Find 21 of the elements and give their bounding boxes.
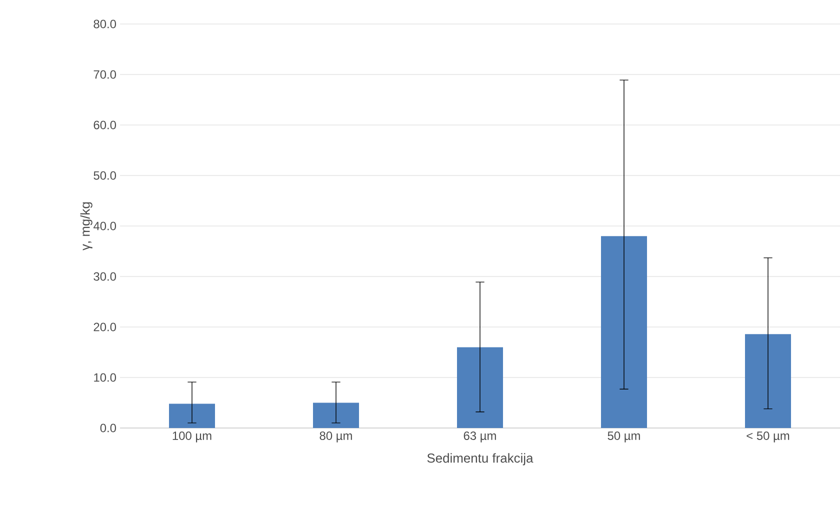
- bar: [313, 402, 360, 428]
- bar: [745, 334, 792, 428]
- bar: [169, 404, 215, 428]
- y-tick-label: 10.0: [94, 373, 116, 382]
- y-tick-label: 30.0: [94, 272, 116, 281]
- x-tick-label: 100 µm: [172, 432, 212, 442]
- y-tick-label: 40.0: [93, 222, 116, 230]
- y-tick-label: 20.0: [94, 322, 116, 332]
- bar: [457, 347, 504, 428]
- y-tick-label: 60.0: [94, 120, 116, 130]
- y-tick-label: 50.0: [94, 171, 116, 180]
- x-tick-label: 63 µm: [464, 432, 496, 442]
- y-axis-title: γ, mg/kg: [80, 202, 92, 250]
- y-tick-label: 0.0: [100, 424, 116, 432]
- x-tick-label: 50 µm: [608, 432, 640, 442]
- y-tick-label: 80.0: [94, 20, 116, 28]
- y-tick-label: 70.0: [94, 70, 116, 79]
- x-tick-label: < 50 µm: [746, 432, 790, 442]
- x-axis-title: Sedimentu frakcija: [427, 453, 534, 466]
- x-tick-label: 80 µm: [320, 432, 352, 442]
- bar: [601, 236, 648, 428]
